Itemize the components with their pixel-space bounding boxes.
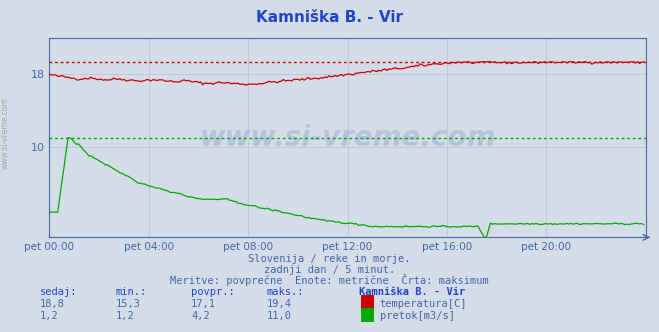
Text: 4,2: 4,2 (191, 311, 210, 321)
Text: Kamniška B. - Vir: Kamniška B. - Vir (256, 10, 403, 25)
Text: pretok[m3/s]: pretok[m3/s] (380, 311, 455, 321)
Text: Kamniška B. - Vir: Kamniška B. - Vir (359, 287, 465, 297)
Text: Slovenija / reke in morje.: Slovenija / reke in morje. (248, 254, 411, 264)
Text: www.si-vreme.com: www.si-vreme.com (200, 124, 496, 152)
Text: maks.:: maks.: (267, 287, 304, 297)
Text: zadnji dan / 5 minut.: zadnji dan / 5 minut. (264, 265, 395, 275)
Text: 17,1: 17,1 (191, 299, 216, 309)
Text: temperatura[C]: temperatura[C] (380, 299, 467, 309)
Text: 1,2: 1,2 (40, 311, 58, 321)
Text: 1,2: 1,2 (115, 311, 134, 321)
Text: Meritve: povprečne  Enote: metrične  Črta: maksimum: Meritve: povprečne Enote: metrične Črta:… (170, 274, 489, 286)
Text: sedaj:: sedaj: (40, 287, 77, 297)
Text: 19,4: 19,4 (267, 299, 292, 309)
Text: 18,8: 18,8 (40, 299, 65, 309)
Text: 11,0: 11,0 (267, 311, 292, 321)
Text: povpr.:: povpr.: (191, 287, 235, 297)
Text: 15,3: 15,3 (115, 299, 140, 309)
Text: www.si-vreme.com: www.si-vreme.com (1, 97, 10, 169)
Text: min.:: min.: (115, 287, 146, 297)
